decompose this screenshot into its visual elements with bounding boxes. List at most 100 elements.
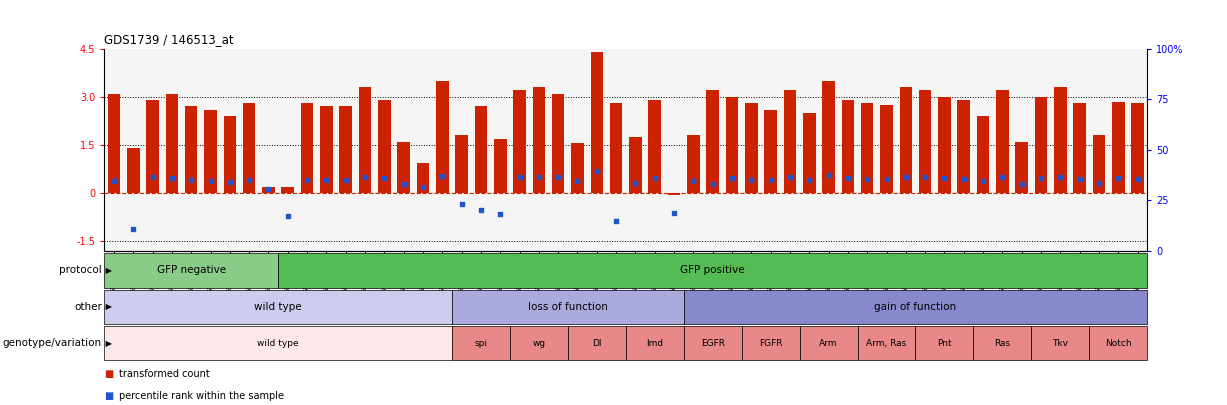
Point xyxy=(935,175,955,181)
Point xyxy=(239,177,259,183)
Bar xyxy=(104,253,279,288)
Bar xyxy=(745,103,757,193)
Point xyxy=(374,175,394,181)
Bar xyxy=(629,137,642,193)
Bar xyxy=(802,113,816,193)
Bar xyxy=(263,187,275,193)
Bar xyxy=(301,103,313,193)
Bar xyxy=(279,253,1147,288)
Point xyxy=(471,207,491,213)
Bar xyxy=(939,97,951,193)
Text: wg: wg xyxy=(533,339,546,348)
Point xyxy=(876,175,896,182)
Text: other: other xyxy=(74,302,102,312)
Bar xyxy=(452,290,683,324)
Bar xyxy=(1093,135,1106,193)
Bar xyxy=(626,326,683,360)
Bar xyxy=(568,326,626,360)
Point xyxy=(1108,175,1128,182)
Bar xyxy=(126,148,140,193)
Point xyxy=(626,180,645,186)
Point xyxy=(761,177,780,183)
Bar xyxy=(340,107,352,193)
Point xyxy=(317,177,336,183)
Text: GDS1739 / 146513_at: GDS1739 / 146513_at xyxy=(104,33,234,46)
Text: wild type: wild type xyxy=(258,339,299,348)
Point xyxy=(664,209,683,216)
Bar xyxy=(243,103,255,193)
Bar xyxy=(104,290,452,324)
Text: protocol: protocol xyxy=(59,265,102,275)
Point xyxy=(124,225,144,232)
Point xyxy=(1012,181,1032,188)
Bar xyxy=(683,290,1147,324)
Point xyxy=(645,175,665,181)
Point xyxy=(703,181,723,188)
Point xyxy=(587,168,606,175)
Bar xyxy=(880,105,893,193)
Bar xyxy=(822,81,834,193)
Point xyxy=(838,175,858,181)
Point xyxy=(259,186,279,193)
Bar xyxy=(957,100,971,193)
Text: percentile rank within the sample: percentile rank within the sample xyxy=(119,391,283,401)
Bar xyxy=(1016,142,1028,193)
Bar xyxy=(452,326,510,360)
Bar xyxy=(1090,326,1147,360)
Bar xyxy=(223,116,236,193)
Text: Pnt: Pnt xyxy=(937,339,952,348)
Bar xyxy=(436,81,449,193)
Point xyxy=(973,178,993,184)
Bar xyxy=(281,187,294,193)
Bar xyxy=(185,107,198,193)
Point xyxy=(182,177,201,183)
Text: Arm, Ras: Arm, Ras xyxy=(866,339,907,348)
Bar xyxy=(648,100,661,193)
Point xyxy=(1031,175,1050,181)
Bar xyxy=(358,87,372,193)
Bar xyxy=(1032,326,1090,360)
Bar xyxy=(687,135,699,193)
Point xyxy=(432,172,452,179)
Point xyxy=(529,173,548,180)
Point xyxy=(953,175,973,182)
Bar xyxy=(1112,102,1125,193)
Point xyxy=(1128,175,1147,182)
Bar xyxy=(455,135,467,193)
Bar xyxy=(510,326,568,360)
Point xyxy=(548,173,568,180)
Point xyxy=(858,175,877,182)
Bar xyxy=(861,103,874,193)
Text: Ras: Ras xyxy=(994,339,1011,348)
Text: FGFR: FGFR xyxy=(758,339,783,348)
Text: ▶: ▶ xyxy=(103,302,112,311)
Point xyxy=(1090,180,1109,186)
Bar xyxy=(1034,97,1048,193)
Bar xyxy=(707,90,719,193)
Bar xyxy=(104,326,452,360)
Point xyxy=(201,178,221,184)
Point xyxy=(606,217,626,224)
Bar xyxy=(533,87,545,193)
Bar xyxy=(590,52,604,193)
Point xyxy=(780,173,800,180)
Bar xyxy=(572,143,584,193)
Text: gain of function: gain of function xyxy=(875,302,957,312)
Bar xyxy=(398,142,410,193)
Bar xyxy=(204,110,217,193)
Point xyxy=(452,201,471,208)
Text: ■: ■ xyxy=(104,369,114,379)
Text: loss of function: loss of function xyxy=(528,302,607,312)
Text: spi: spi xyxy=(475,339,487,348)
Bar xyxy=(552,94,564,193)
Point xyxy=(723,175,742,181)
Bar xyxy=(725,97,739,193)
Point xyxy=(818,171,838,178)
Point xyxy=(993,174,1012,180)
Point xyxy=(297,177,317,183)
Text: lmd: lmd xyxy=(647,339,664,348)
Text: EGFR: EGFR xyxy=(701,339,725,348)
Bar xyxy=(973,326,1032,360)
Bar xyxy=(784,90,796,193)
Bar xyxy=(667,193,680,195)
